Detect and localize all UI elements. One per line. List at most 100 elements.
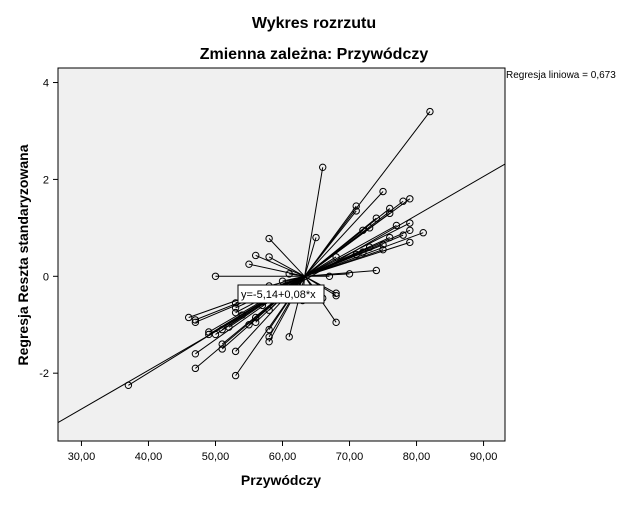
scatter-point: [406, 238, 414, 247]
spike-line: [304, 167, 324, 277]
scatter-point: [379, 187, 387, 196]
scatter-point: [345, 270, 354, 278]
scatter-point: [278, 277, 287, 285]
x-tick-label: 70,00: [336, 451, 364, 463]
scatter-point: [386, 209, 394, 218]
spike-line: [304, 210, 357, 277]
r-squared-label: Regresja liniowa = 0,673: [506, 70, 616, 81]
scatter-point: [231, 308, 240, 317]
scatter-point: [231, 347, 240, 356]
scatter-point: [205, 328, 213, 336]
scatter-point: [211, 330, 220, 339]
scatter-point: [325, 272, 334, 280]
scatter-point: [251, 251, 260, 260]
scatter-point: [312, 233, 320, 242]
scatter-point: [399, 231, 407, 239]
x-tick-label: 30,00: [68, 451, 96, 463]
points-layer: [124, 107, 434, 389]
scatter-point: [379, 241, 387, 249]
scatter-point: [184, 313, 193, 322]
plot-area: [57, 67, 506, 442]
scatter-point: [332, 253, 340, 261]
y-tick-label: 2: [43, 174, 49, 186]
x-tick-label: 50,00: [202, 451, 230, 463]
scatter-point: [191, 350, 200, 358]
scatter-point: [359, 248, 367, 256]
spike-line: [255, 255, 305, 277]
scatter-point: [251, 318, 260, 327]
spike-line: [304, 229, 364, 277]
scatter-point: [265, 253, 273, 261]
scatter-point: [386, 233, 394, 242]
x-axis-title: Przywódczy: [241, 472, 321, 488]
x-tick-label: 90,00: [470, 451, 498, 463]
scatter-point: [191, 364, 200, 373]
scatter-point: [319, 163, 327, 172]
scatter-point: [365, 224, 374, 232]
x-tick-label: 60,00: [269, 451, 297, 463]
scatter-point: [359, 226, 367, 234]
scatter-point: [352, 207, 360, 215]
scatter-point: [406, 226, 414, 234]
scatter-point: [265, 234, 273, 243]
spike-line: [248, 263, 305, 277]
scatter-point: [426, 107, 434, 116]
scatter-point: [419, 229, 427, 237]
scatter-point: [285, 333, 293, 341]
scatter-point: [124, 381, 133, 389]
spike-line: [304, 205, 357, 277]
x-tick-label: 80,00: [403, 451, 431, 463]
chart-title: Wykres rozrzutu: [252, 15, 376, 32]
scatter-point: [191, 316, 200, 324]
scatter-point: [265, 325, 273, 334]
chart-subtitle: Zmienna zależna: Przywódczy: [200, 46, 429, 63]
scatter-point: [372, 266, 381, 275]
y-axis-title: Regresja Reszta standaryzowana: [15, 144, 31, 365]
scatter-point: [406, 195, 414, 203]
scatter-point: [352, 250, 360, 259]
y-axis: 4 2 0 -2: [39, 78, 58, 380]
scatter-point: [218, 345, 226, 353]
scatter-point: [265, 333, 273, 341]
scatter-point: [285, 270, 293, 278]
scatter-point: [332, 291, 340, 300]
scatter-point: [231, 304, 240, 312]
scatter-point: [231, 371, 240, 380]
scatter-point: [372, 214, 381, 222]
spike-line: [304, 237, 317, 277]
spike-line: [268, 256, 305, 277]
x-tick-label: 40,00: [135, 451, 163, 463]
equation-box: [237, 284, 325, 304]
scatter-point: [386, 204, 394, 213]
scatter-point: [218, 340, 226, 348]
spike-line: [304, 256, 337, 277]
y-tick-label: 4: [43, 78, 49, 90]
scatter-point: [191, 318, 200, 327]
scatter-point: [399, 197, 407, 205]
spike-line: [268, 238, 305, 277]
scatter-point: [251, 313, 260, 322]
scatter-point: [211, 272, 220, 280]
spike-line: [304, 191, 384, 277]
y-tick-label: 0: [43, 271, 49, 283]
x-axis: 30,00 40,00 50,00 60,00 70,00 80,00 90,00: [68, 441, 498, 463]
scatter-point: [225, 323, 233, 331]
scatter-point: [265, 306, 273, 314]
y-tick-label: -2: [39, 368, 49, 380]
scatter-point: [379, 245, 387, 254]
scatter-point: [352, 202, 360, 210]
scatter-point: [365, 243, 374, 251]
scatter-point: [332, 289, 340, 297]
scatter-point: [238, 311, 246, 319]
spike-line: [304, 111, 431, 277]
scatter-point: [245, 260, 253, 268]
scatter-point: [265, 337, 273, 346]
scatter-point: [218, 325, 226, 334]
fit-equation-label: y=-5,14+0,08*x: [241, 289, 316, 301]
scatter-point: [332, 318, 340, 327]
scatter-point: [245, 321, 253, 329]
spike-line: [304, 224, 397, 277]
scatter-point: [392, 221, 401, 230]
